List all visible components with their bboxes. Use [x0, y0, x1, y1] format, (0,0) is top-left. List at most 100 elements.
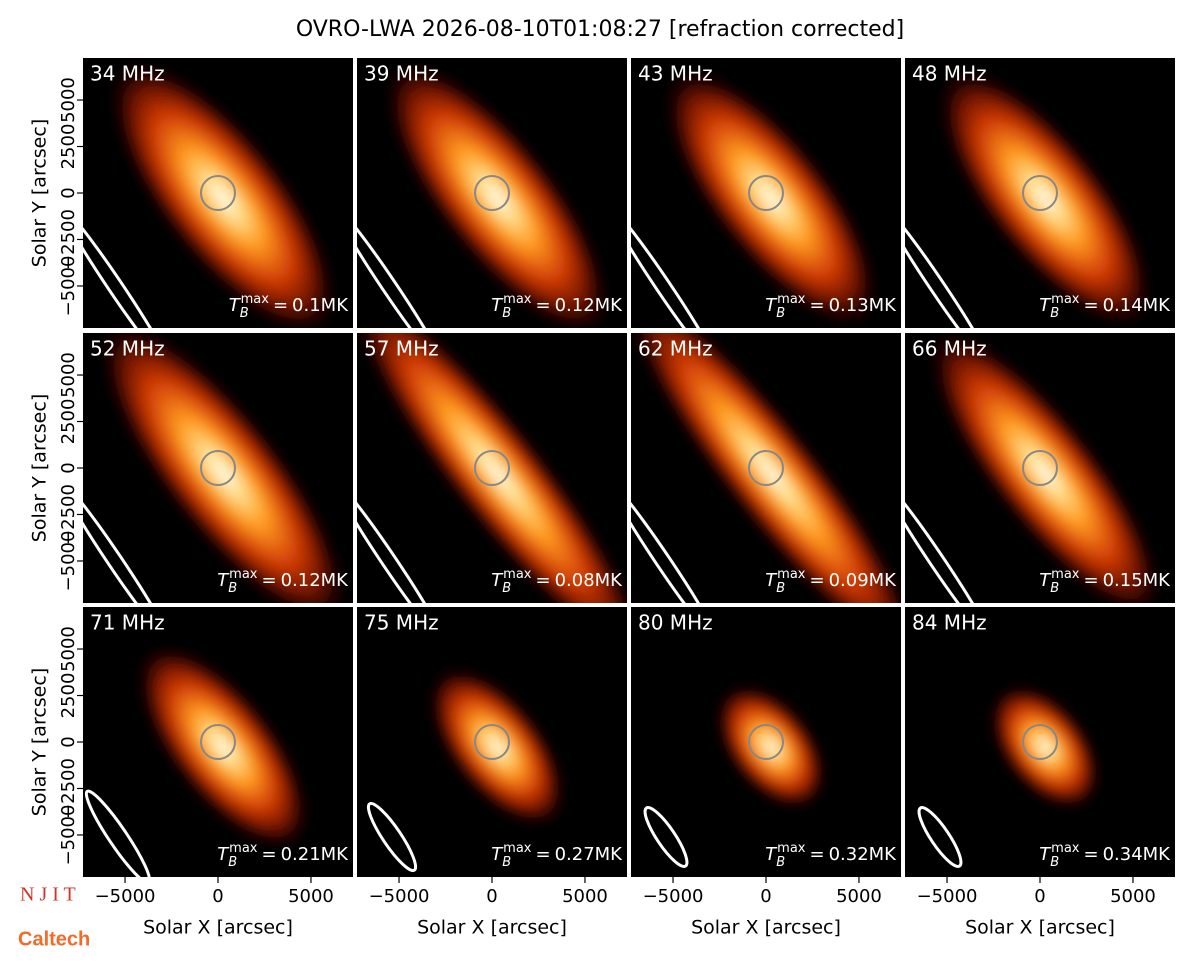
tb-eq: = [273, 295, 288, 316]
solar-disk [200, 450, 236, 486]
tb-value: 0.15MK [1103, 570, 1172, 591]
tb-eq: = [1083, 844, 1098, 865]
tb-eq: = [1083, 570, 1098, 591]
tb-symbol: T [217, 844, 230, 865]
tb-sup: max [503, 841, 532, 856]
panel: 80 MHz TBmax = 0.32MK −5000 0 5000 Solar X [arc… [631, 607, 901, 939]
tb-symbol: T [765, 295, 778, 316]
y-tick-label: 2500 [58, 399, 79, 445]
x-axis-label: Solar X [arcsec] [143, 917, 293, 939]
solar-disk [200, 724, 236, 760]
frequency-label: 43 MHz [638, 62, 713, 86]
tb-sub: B [1050, 306, 1059, 321]
emission [428, 666, 566, 828]
beam [905, 480, 992, 603]
tb-max-label: TBmax = 0.08MK [491, 567, 623, 596]
tb-sub: B [228, 581, 237, 596]
emission [382, 59, 612, 328]
tb-value: 0.34MK [1103, 844, 1172, 865]
y-axis-label: Solar Y [arcsec] [29, 394, 51, 542]
tb-sub: B [502, 306, 511, 321]
tb-sup: max [229, 841, 258, 856]
frequency-label: 66 MHz [912, 337, 987, 361]
x-axis-label: Solar X [arcsec] [965, 917, 1115, 939]
tb-value: 0.14MK [1103, 295, 1172, 316]
tb-sub: B [1050, 855, 1059, 870]
x-tick-label: −5000 [369, 886, 430, 907]
frequency-label: 62 MHz [638, 337, 713, 361]
beam [357, 205, 444, 328]
panel-image [905, 333, 1175, 603]
y-tick-label: 5000 [58, 626, 79, 672]
tb-eq: = [261, 844, 276, 865]
tb-sub: B [228, 855, 237, 870]
logo: Caltech [18, 928, 90, 950]
tb-value: 0.13MK [829, 295, 898, 316]
panel: 62 MHz TBmax = 0.09MK [631, 333, 901, 603]
panel-image [905, 607, 1175, 877]
tb-value: 0.09MK [829, 570, 898, 591]
x-tick-label: −5000 [917, 886, 978, 907]
panel: 71 MHz TBmax = 0.21MK −5000 0 5000 Solar X [arc… [29, 607, 353, 939]
tb-sup: max [1051, 292, 1080, 307]
tb-value: 0.08MK [555, 570, 624, 591]
tb-symbol: T [1039, 295, 1052, 316]
tb-max-label: TBmax = 0.21MK [217, 841, 349, 870]
y-axis-label: Solar Y [arcsec] [29, 119, 51, 267]
frequency-label: 57 MHz [364, 337, 439, 361]
beam [631, 480, 718, 603]
tb-max-label: TBmax = 0.32MK [765, 841, 897, 870]
solar-disk [474, 175, 510, 211]
frequency-label: 75 MHz [364, 611, 439, 635]
tb-symbol: T [1039, 570, 1052, 591]
tb-sup: max [777, 567, 806, 582]
tb-eq: = [809, 295, 824, 316]
panel-image [631, 333, 901, 603]
tb-sub: B [240, 306, 249, 321]
panel-image [905, 58, 1175, 328]
tb-value: 0.1MK [292, 295, 349, 316]
panel: 39 MHz TBmax = 0.12MK [357, 58, 627, 328]
tb-max-label: TBmax = 0.13MK [765, 292, 897, 321]
tb-eq: = [809, 570, 824, 591]
tb-eq: = [535, 295, 550, 316]
frequency-label: 71 MHz [90, 611, 165, 635]
tb-sup: max [777, 292, 806, 307]
panel-image [83, 333, 353, 603]
beam [366, 801, 418, 873]
tb-sup: max [1051, 567, 1080, 582]
solar-disk [748, 724, 784, 760]
solar-disk [748, 450, 784, 486]
beam [83, 205, 170, 328]
tb-sup: max [229, 567, 258, 582]
tb-symbol: T [229, 295, 242, 316]
x-tick-label: 5000 [1110, 886, 1156, 907]
tb-sup: max [777, 841, 806, 856]
beam [905, 205, 992, 328]
solar-disk [474, 450, 510, 486]
beam [917, 806, 963, 868]
panel-image [357, 607, 627, 877]
tb-sub: B [1050, 581, 1059, 596]
y-tick-label: −2500 [58, 209, 79, 270]
x-tick-label: 0 [760, 886, 771, 907]
tb-sub: B [776, 306, 785, 321]
panel-image [631, 607, 901, 877]
tb-max-label: TBmax = 0.12MK [491, 292, 623, 321]
beam [83, 480, 170, 603]
logo: N J I T [20, 884, 76, 906]
y-tick-label: −5000 [58, 256, 79, 317]
emission [936, 66, 1154, 328]
frequency-label: 34 MHz [90, 62, 165, 86]
tb-symbol: T [491, 295, 504, 316]
panel-image [83, 58, 353, 328]
panel-image [357, 58, 627, 328]
tb-value: 0.12MK [281, 570, 350, 591]
frequency-label: 39 MHz [364, 62, 439, 86]
panel-image [83, 607, 353, 877]
panel: 43 MHz TBmax = 0.13MK [631, 58, 901, 328]
emission [926, 333, 1164, 603]
tb-symbol: T [217, 570, 230, 591]
